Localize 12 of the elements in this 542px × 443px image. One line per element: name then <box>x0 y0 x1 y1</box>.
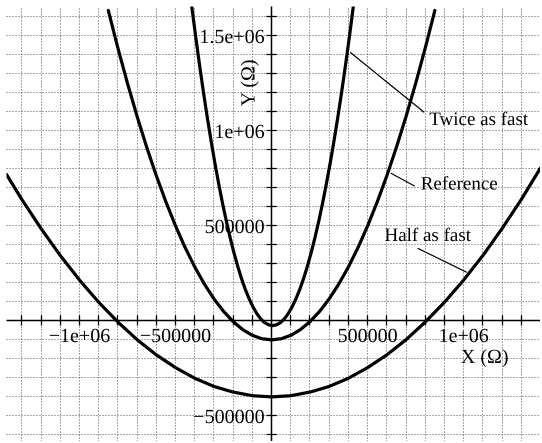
y-tick-label: 1.5e+06 <box>199 26 265 48</box>
y-axis-title: Y (Ω) <box>238 59 260 106</box>
x-tick-label: −1e+06 <box>48 324 110 347</box>
x-tick-label: 500000 <box>338 324 398 347</box>
legend-label: Reference <box>420 174 498 195</box>
y-tick-label: 1e+06 <box>214 120 265 143</box>
x-tick-label: −500000 <box>140 324 212 347</box>
series-label: Half as fast <box>384 224 472 246</box>
x-tick-label: 1e+06 <box>438 324 489 347</box>
y-tick-label: −500000 <box>193 406 265 428</box>
text: Twice as fast <box>429 108 529 130</box>
x-axis-title: X (Ω) <box>460 346 509 368</box>
